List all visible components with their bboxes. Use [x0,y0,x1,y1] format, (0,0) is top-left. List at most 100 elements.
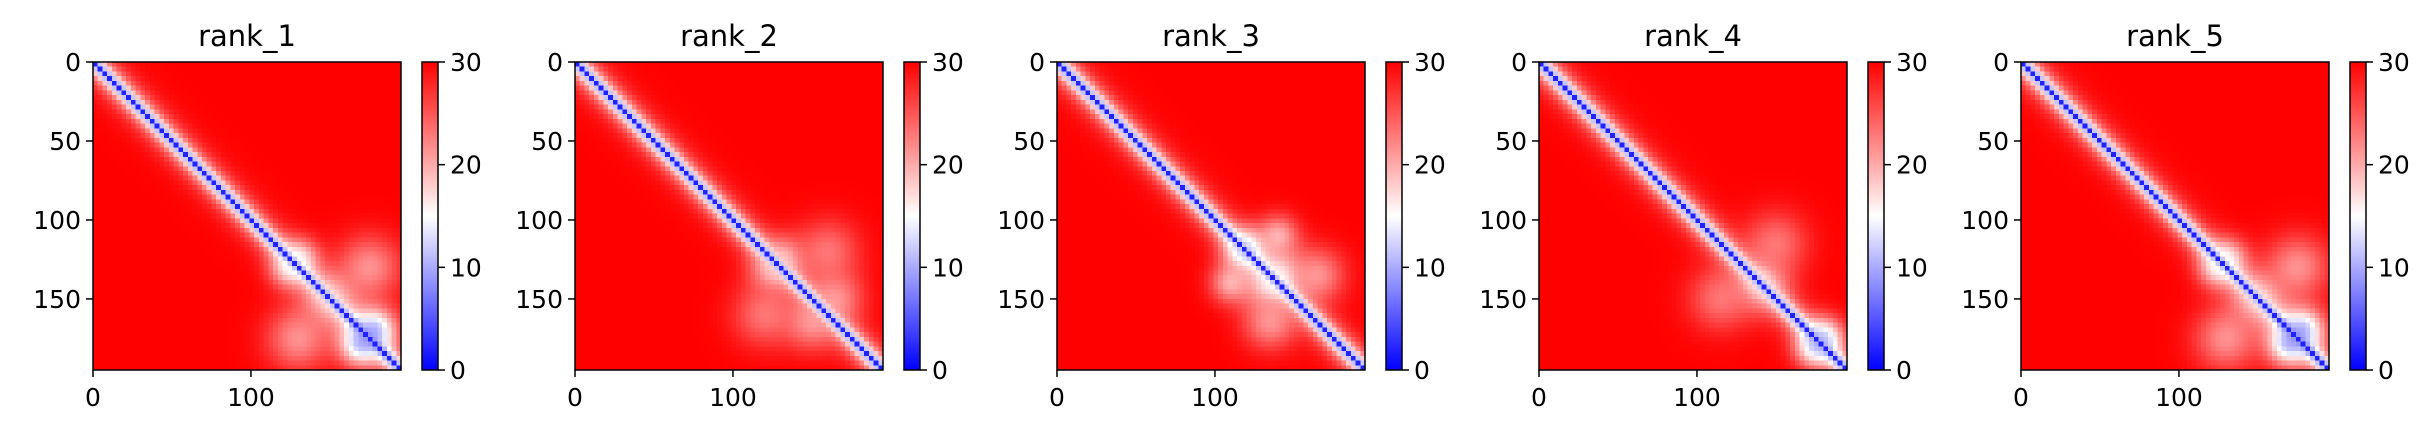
heatmap-cell [201,360,208,366]
heatmap-cell [372,360,378,366]
heatmap-cell [840,90,846,96]
heatmap-cell [164,227,170,234]
heatmap-cell [168,161,175,167]
heatmap-cell [292,327,298,333]
heatmap-cell [339,147,345,153]
heatmap-cell [603,76,609,82]
heatmap-cell [225,360,232,366]
heatmap-cell [107,137,113,144]
heatmap-cell [178,355,184,362]
heatmap-cell [396,170,402,177]
heatmap-cell [358,308,364,314]
heatmap-cell [268,242,274,248]
heatmap-cell [249,62,255,68]
heatmap-cell [306,322,312,328]
heatmap-cell [377,284,383,291]
heatmap-cell [130,175,137,182]
heatmap-cell [329,118,336,125]
heatmap-cell [145,66,151,73]
heatmap-cell [693,80,699,87]
heatmap-cell [589,104,595,110]
heatmap-cell [140,204,146,210]
heatmap-cell [173,227,179,234]
heatmap-cell [617,66,623,73]
heatmap-cell [230,332,236,338]
heatmap-cell [107,322,113,328]
heatmap-cell [344,346,350,352]
heatmap-cell [126,270,132,276]
heatmap-cell [320,185,326,191]
heatmap-cell [130,170,137,177]
heatmap-cell [320,109,326,115]
heatmap-cell [164,95,170,101]
heatmap-cell [631,109,638,115]
heatmap-cell [268,360,274,366]
heatmap-cell [235,251,241,257]
heatmap-cell [353,298,359,305]
heatmap-cell [230,99,236,106]
heatmap-cell [249,242,255,248]
heatmap-cell [301,85,307,92]
heatmap-cell [93,308,99,314]
heatmap-cell [372,185,378,191]
heatmap-cell [201,147,208,153]
heatmap-cell [593,109,600,115]
heatmap-cell [296,133,303,139]
heatmap-cell [178,232,184,238]
heatmap-cell [306,133,312,139]
heatmap-cell [249,298,255,305]
heatmap-cell [382,303,388,309]
heatmap-cell [225,133,232,139]
heatmap-cell [306,251,312,257]
heatmap-cell [292,284,298,291]
heatmap-cell [192,161,198,167]
heatmap-cell [301,152,307,158]
heatmap-cell [192,270,198,276]
heatmap-cell [168,204,175,210]
heatmap-cell [792,80,799,87]
heatmap-cell [244,275,250,281]
heatmap-cell [121,90,127,96]
colorbar-tick-label: 10 [450,253,482,282]
heatmap-cell [325,360,331,366]
heatmap-cell [292,332,298,338]
heatmap-cell [149,242,156,248]
heatmap-cell [126,279,132,286]
heatmap-cell [220,99,227,106]
heatmap-cell [220,80,227,87]
heatmap-cell [731,66,737,73]
heatmap-cell [244,66,250,73]
heatmap-cell [287,156,293,163]
heatmap-cell [358,185,364,191]
heatmap-cell [334,341,340,347]
heatmap-cell [173,322,179,328]
heatmap-cell [140,104,146,110]
heatmap-cell [655,76,661,82]
heatmap-cell [363,118,369,125]
heatmap-cell [575,109,581,115]
heatmap-cell [372,218,378,224]
heatmap-cell [164,332,170,338]
heatmap-cell [220,317,227,324]
heatmap-cell [235,133,241,139]
heatmap-cell [310,223,317,229]
heatmap-cell [93,365,99,371]
heatmap-cell [211,166,217,172]
heatmap-cell [712,99,718,106]
heatmap-cell [617,95,623,101]
heatmap-cell [159,261,165,267]
heatmap-cell [235,223,241,229]
heatmap-cell [135,298,141,305]
heatmap-cell [135,223,141,229]
heatmap-cell [258,298,265,305]
heatmap-cell [759,90,766,96]
heatmap-cell [216,294,222,300]
heatmap-cell [183,114,189,120]
heatmap-cell [239,208,246,215]
heatmap-cell [178,284,184,291]
heatmap-cell [698,114,704,120]
heatmap-cell [769,76,775,82]
heatmap-cell [178,170,184,177]
heatmap-cell [377,152,383,158]
heatmap-cell [584,104,590,110]
